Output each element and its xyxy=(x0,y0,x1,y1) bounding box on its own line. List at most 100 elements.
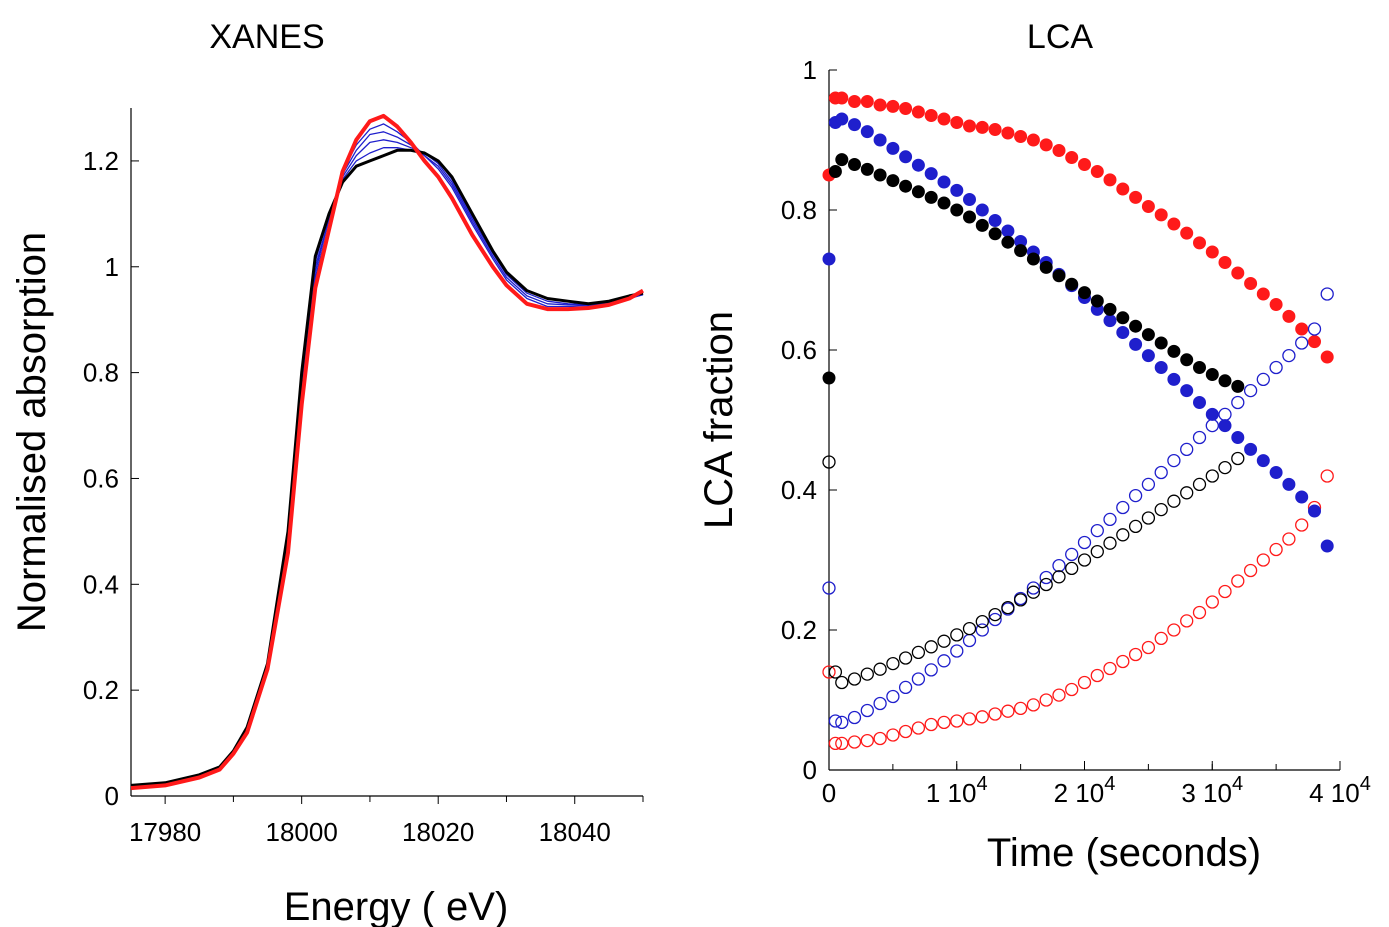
lca-point-filled xyxy=(924,167,938,181)
lca-point-open xyxy=(1269,542,1283,557)
lca-point-filled xyxy=(1052,269,1066,283)
lca-point-open xyxy=(1128,488,1143,503)
lca-point-open xyxy=(1026,581,1041,595)
lca-point-filled xyxy=(1129,319,1143,333)
xanes-y-tick-label: 0 xyxy=(105,781,119,811)
lca-point-filled xyxy=(1103,302,1117,316)
lca-point-open xyxy=(1065,547,1079,562)
lca-point-filled xyxy=(1193,236,1206,250)
lca-point-open xyxy=(1192,605,1207,620)
lca-point-filled xyxy=(937,196,951,210)
lca-point-open xyxy=(962,633,977,648)
lca-y-tick-label: 0 xyxy=(803,755,817,785)
lca-point-open xyxy=(1282,532,1296,546)
lca-point-filled xyxy=(1167,344,1181,358)
lca-x-axis-label: Time (seconds) xyxy=(987,831,1261,875)
lca-point-open xyxy=(1103,536,1117,550)
lca-point-open xyxy=(1295,518,1309,532)
lca-point-open xyxy=(828,714,843,728)
lca-point-filled xyxy=(988,123,1002,136)
lca-point-filled xyxy=(1116,182,1130,196)
lca-point-filled xyxy=(1129,337,1143,351)
lca-point-filled xyxy=(1295,322,1309,336)
lca-point-open xyxy=(937,715,951,730)
lca-point-filled xyxy=(937,175,951,189)
lca-point-filled xyxy=(1154,361,1168,374)
lca-plot-area: 0 0.2 0.4 0.6 0.8 1 0 1 104 2 104 3 104 4 104 xyxy=(781,55,1371,808)
xanes-x-axis-label: Energy ( eV) xyxy=(284,885,509,927)
lca-point-open xyxy=(924,640,938,654)
lca-point-open xyxy=(988,707,1002,721)
lca-x-tick-label: 0 xyxy=(822,778,836,808)
lca-y-tick-label: 1 xyxy=(803,55,817,85)
lca-point-filled xyxy=(1001,235,1015,249)
lca-point-filled xyxy=(1218,419,1232,433)
lca-point-filled xyxy=(911,158,925,172)
lca-point-open xyxy=(924,663,938,677)
lca-point-open xyxy=(835,675,849,690)
lca-point-filled xyxy=(1141,200,1155,213)
lca-y-tick-label: 0.6 xyxy=(781,335,817,365)
lca-point-open xyxy=(886,728,900,742)
lca-point-filled xyxy=(1167,372,1181,386)
lca-point-open xyxy=(1141,477,1156,492)
lca-point-open xyxy=(898,651,913,665)
lca-point-open xyxy=(1077,675,1092,690)
lca-point-open xyxy=(1167,453,1181,468)
lca-point-open xyxy=(860,733,874,748)
lca-point-open xyxy=(975,614,989,629)
xanes-series-line-intermediate xyxy=(130,123,644,787)
xanes-series-line-intermediate xyxy=(130,131,644,787)
lca-point-open xyxy=(1218,584,1232,599)
lca-point-open xyxy=(1231,574,1245,588)
lca-point-open xyxy=(873,662,887,676)
lca-point-filled xyxy=(975,203,989,217)
lca-x-tick-label: 1 104 xyxy=(926,773,988,808)
lca-point-open xyxy=(1243,383,1258,398)
lca-point-open xyxy=(847,735,862,749)
lca-point-filled xyxy=(848,118,861,132)
lca-point-filled xyxy=(848,158,861,171)
lca-point-open xyxy=(988,612,1002,627)
lca-point-open xyxy=(1231,395,1245,410)
lca-point-open xyxy=(1001,704,1015,718)
lca-point-open xyxy=(873,696,887,711)
lca-point-filled xyxy=(950,203,964,217)
lca-point-open xyxy=(924,717,938,732)
lca-point-open xyxy=(1052,688,1066,702)
lca-point-filled xyxy=(1308,504,1321,518)
lca-point-filled xyxy=(1218,374,1232,388)
lca-point-open xyxy=(1065,682,1079,697)
lca-y-tick-label: 0.4 xyxy=(781,475,817,505)
lca-point-filled xyxy=(988,214,1002,227)
xanes-series-line-intermediate xyxy=(130,139,644,787)
lca-point-open xyxy=(937,634,951,648)
lca-point-filled xyxy=(1308,335,1321,349)
lca-point-open xyxy=(1090,668,1104,683)
lca-point-filled xyxy=(1039,138,1053,152)
xanes-y-tick-label: 0.2 xyxy=(83,675,119,705)
lca-x-tick-label: 2 104 xyxy=(1054,773,1116,808)
lca-point-filled xyxy=(1116,326,1130,339)
lca-point-filled xyxy=(924,190,938,204)
lca-point-filled xyxy=(1129,190,1143,204)
lca-point-open xyxy=(1154,502,1168,517)
lca-point-filled xyxy=(1001,126,1015,140)
lca-point-open xyxy=(950,714,964,728)
lca-point-filled xyxy=(1014,130,1028,143)
lca-point-open xyxy=(1013,593,1028,607)
lca-x-tick-label: 3 104 xyxy=(1181,773,1243,808)
lca-point-open xyxy=(1001,600,1015,615)
lca-point-open xyxy=(1090,523,1104,538)
lca-point-filled xyxy=(1295,490,1309,504)
lca-point-filled xyxy=(860,162,874,176)
lca-point-open xyxy=(1077,553,1092,567)
lca-point-filled xyxy=(1256,454,1270,468)
lca-point-filled xyxy=(835,112,849,126)
lca-point-filled xyxy=(1269,466,1283,479)
lca-point-filled xyxy=(1039,260,1053,274)
lca-point-filled xyxy=(835,153,849,167)
lca-point-open xyxy=(822,455,836,469)
lca-point-open xyxy=(1052,570,1066,584)
